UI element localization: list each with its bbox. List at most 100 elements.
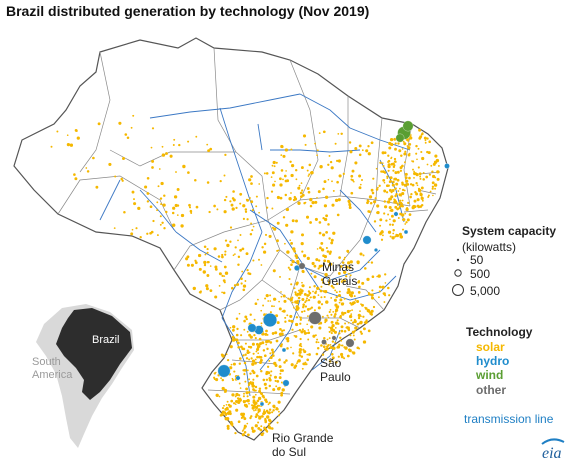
solar-point	[419, 177, 422, 180]
solar-point	[434, 176, 437, 179]
solar-point	[206, 260, 210, 264]
solar-point	[314, 217, 318, 221]
solar-point	[288, 197, 292, 201]
solar-point	[436, 177, 440, 181]
solar-point	[262, 432, 265, 435]
solar-point	[302, 134, 307, 138]
state-border	[79, 51, 111, 173]
solar-point	[325, 347, 329, 351]
solar-point	[151, 166, 154, 169]
solar-point	[325, 231, 328, 234]
solar-point	[395, 192, 398, 196]
solar-point	[431, 170, 434, 173]
solar-point	[234, 399, 239, 404]
solar-point	[162, 203, 166, 207]
solar-point	[392, 165, 396, 169]
solar-point	[431, 181, 435, 185]
solar-point	[400, 154, 403, 157]
solar-point	[290, 230, 294, 234]
solar-point	[276, 380, 280, 383]
solar-point	[328, 310, 331, 314]
solar-point	[384, 282, 387, 284]
solar-point	[316, 154, 318, 157]
hydro-point	[262, 312, 278, 328]
solar-point	[278, 386, 281, 390]
solar-point	[231, 207, 235, 211]
solar-point	[280, 393, 283, 397]
solar-point	[279, 372, 282, 375]
solar-point	[280, 332, 284, 336]
solar-point	[124, 133, 128, 136]
solar-point	[330, 166, 334, 170]
solar-point	[224, 250, 227, 253]
solar-point	[343, 279, 346, 283]
solar-point	[397, 142, 400, 145]
solar-point	[195, 205, 199, 209]
solar-point	[318, 221, 322, 224]
solar-point	[416, 198, 420, 202]
solar-point	[354, 299, 357, 301]
solar-point	[347, 288, 351, 292]
solar-point	[187, 140, 190, 143]
solar-point	[337, 355, 340, 358]
solar-point	[326, 250, 330, 253]
solar-point	[244, 403, 248, 408]
solar-point	[343, 311, 346, 314]
solar-point	[366, 199, 369, 202]
transmission-line	[289, 249, 381, 281]
solar-point	[69, 143, 74, 147]
solar-point	[246, 399, 250, 403]
eia-logo: eia	[541, 438, 565, 462]
solar-point	[285, 359, 288, 362]
solar-point	[287, 297, 290, 300]
solar-point	[300, 289, 304, 293]
solar-point	[379, 232, 382, 236]
solar-point	[236, 341, 240, 345]
hydro-point	[362, 235, 372, 245]
solar-point	[219, 179, 222, 183]
solar-point	[310, 325, 314, 329]
solar-point	[244, 315, 248, 319]
solar-point	[350, 313, 353, 315]
solar-point	[280, 295, 283, 298]
solar-point	[347, 250, 350, 253]
solar-point	[97, 122, 101, 126]
solar-point	[233, 338, 237, 342]
solar-point	[315, 290, 318, 293]
solar-point	[234, 395, 237, 398]
solar-point	[282, 178, 284, 181]
solar-point	[378, 285, 382, 289]
solar-point	[190, 212, 193, 214]
solar-point	[336, 319, 339, 322]
solar-point	[411, 160, 413, 162]
solar-point	[310, 272, 313, 275]
solar-point	[359, 322, 363, 325]
solar-point	[293, 287, 296, 290]
solar-point	[232, 362, 236, 366]
solar-point	[276, 221, 280, 225]
solar-point	[278, 358, 281, 362]
solar-point	[341, 344, 344, 347]
solar-point	[229, 226, 233, 229]
solar-point	[239, 387, 242, 389]
solar-point	[226, 424, 230, 428]
solar-point	[361, 149, 364, 152]
solar-point	[335, 321, 339, 325]
solar-point	[338, 343, 341, 346]
solar-point	[326, 338, 329, 341]
solar-point	[364, 307, 368, 310]
solar-point	[381, 151, 385, 155]
solar-point	[389, 218, 391, 221]
solar-point	[254, 424, 258, 428]
solar-point	[331, 353, 334, 356]
solar-point	[330, 332, 333, 335]
solar-point	[197, 253, 202, 258]
solar-point	[186, 263, 190, 267]
solar-point	[317, 267, 320, 270]
solar-point	[278, 300, 280, 303]
solar-point	[348, 314, 353, 319]
solar-point	[399, 199, 402, 202]
solar-point	[380, 238, 384, 241]
solar-point	[294, 300, 298, 304]
solar-point	[304, 143, 307, 146]
